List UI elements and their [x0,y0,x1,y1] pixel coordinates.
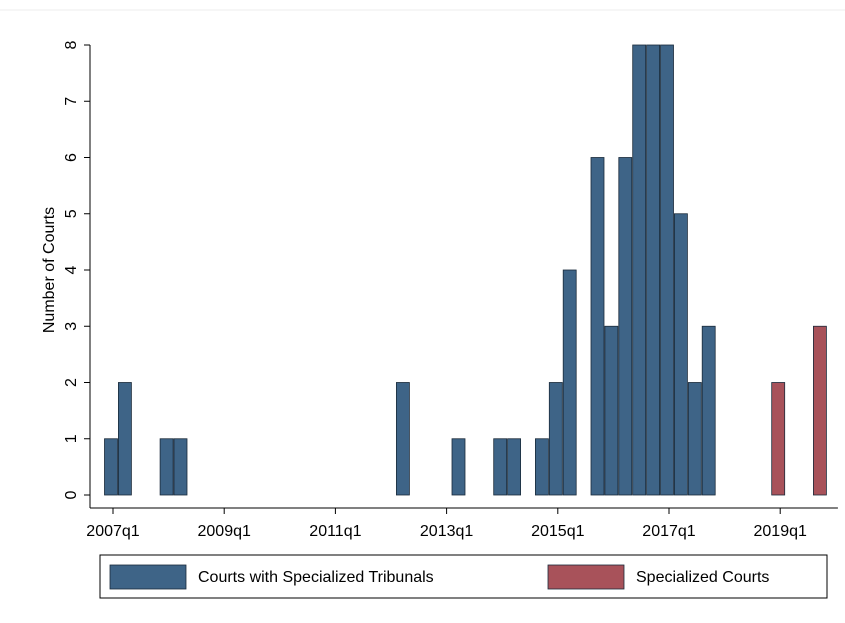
bar [535,438,549,496]
x-tick-label: 2015q1 [531,523,584,540]
legend-label: Courts with Specialized Tribunals [198,569,434,586]
y-tick-label: 6 [63,153,80,162]
bar [604,325,619,496]
y-tick-label: 4 [63,265,80,274]
legend-label: Specialized Courts [636,569,769,586]
bar [451,438,466,496]
y-tick-label: 7 [63,97,80,106]
bar [813,325,827,496]
bar [118,382,132,496]
x-tick-label: 2017q1 [642,523,695,540]
y-tick-label: 5 [63,209,80,218]
bar [687,382,702,496]
bar [646,44,660,496]
bar [590,157,605,496]
bar [562,269,577,496]
bar [674,213,688,496]
y-tick-label: 8 [63,40,80,49]
bar [159,438,174,496]
bar [493,438,508,496]
y-tick-label: 2 [63,378,80,387]
x-tick-label: 2007q1 [86,523,139,540]
legend-box [99,554,828,599]
x-tick-label: 2011q1 [309,523,361,540]
x-tick-label: 2019q1 [754,523,807,540]
y-tick-label: 3 [63,322,80,331]
bar [660,44,674,496]
y-axis-label: Number of Courts [41,207,58,333]
x-tick-label: 2013q1 [420,523,473,540]
bar [701,325,716,496]
bar [104,438,118,496]
y-tick-label: 0 [63,490,80,499]
bar [618,157,633,496]
bar [548,382,563,496]
bar [507,438,522,496]
bar [173,438,188,496]
bar [632,44,647,496]
legend-swatch [109,564,187,590]
x-tick-label: 2009q1 [198,523,251,540]
legend-swatch [547,564,625,590]
bar [771,382,786,496]
bar [395,382,410,496]
y-tick-label: 1 [63,434,80,443]
